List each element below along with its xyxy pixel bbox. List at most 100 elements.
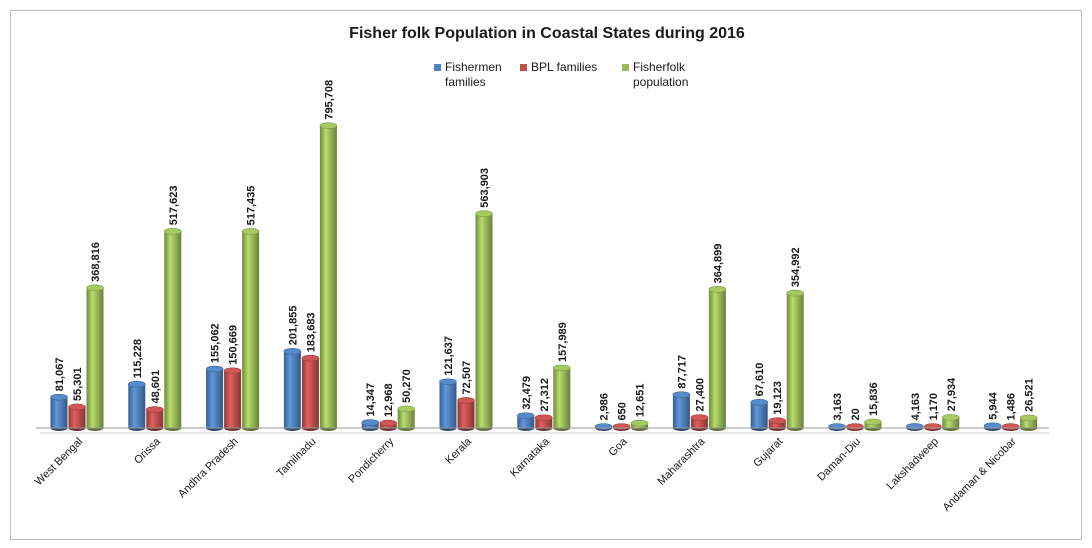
bar-gujarat-fisherfolk-population <box>786 289 805 431</box>
bar-orissa-bpl-families <box>146 406 164 431</box>
data-label-pondicherry-fisherfolk-population: 50,270 <box>401 369 413 403</box>
data-label-goa-fisherfolk-population: 12,651 <box>635 384 647 418</box>
x-tick-labels: West Bengal Orissa Andhra Pradesh Tamilnadu… <box>33 435 1019 514</box>
data-label-tamilnadu-fisherfolk-population: 795,708 <box>323 80 335 120</box>
data-label-andaman-and-nicobar-bpl-families: 1,486 <box>1006 393 1018 421</box>
data-label-daman-diu-bpl-families: 20 <box>850 408 862 420</box>
bar-daman-diu-fishermen-families <box>828 423 846 431</box>
bar-orissa-fisherfolk-population <box>164 228 182 431</box>
bar-andhra-pradesh-fishermen-families <box>205 365 224 431</box>
legend-swatch <box>520 64 527 71</box>
x-tick-lakshadweep: Lakshadweep <box>884 436 940 492</box>
data-label-goa-bpl-families: 650 <box>617 402 629 420</box>
x-tick-kerala: Kerala <box>443 435 475 467</box>
bar-lakshadweep-bpl-families <box>923 423 942 431</box>
bar-karnataka-fisherfolk-population <box>552 364 571 431</box>
bar-maharashtra-fisherfolk-population <box>708 286 727 431</box>
data-label-maharashtra-fisherfolk-population: 364,899 <box>712 244 724 284</box>
data-label-west-bengal-fishermen-families: 81,067 <box>54 358 66 392</box>
bar-andaman-and-nicobar-fisherfolk-population <box>1019 414 1038 431</box>
data-label-west-bengal-fisherfolk-population: 368,816 <box>90 242 102 282</box>
bar-gujarat-fishermen-families <box>750 399 769 431</box>
bar-kerala-fisherfolk-population <box>475 210 493 431</box>
legend-swatch <box>434 64 441 71</box>
bar-daman-diu-bpl-families <box>846 423 864 431</box>
bar-pondicherry-bpl-families <box>379 419 398 431</box>
data-label-kerala-bpl-families: 72,507 <box>461 361 473 395</box>
data-label-lakshadweep-fisherfolk-population: 27,934 <box>946 377 958 412</box>
data-label-orissa-bpl-families: 48,601 <box>150 370 162 404</box>
bar-tamilnadu-fishermen-families <box>283 347 302 431</box>
data-label-west-bengal-bpl-families: 55,301 <box>72 367 84 401</box>
data-label-gujarat-bpl-families: 19,123 <box>772 381 784 415</box>
bar-daman-diu-fisherfolk-population <box>864 418 882 431</box>
bar-maharashtra-fishermen-families <box>672 391 691 431</box>
data-label-pondicherry-bpl-families: 12,968 <box>383 383 395 417</box>
x-tick-daman-diu: Daman-Diu <box>815 436 863 484</box>
data-label-kerala-fisherfolk-population: 563,903 <box>479 168 491 208</box>
data-label-andhra-pradesh-fishermen-families: 155,062 <box>210 323 222 363</box>
legend-label: BPL families <box>531 60 597 74</box>
bar-kerala-fishermen-families <box>439 378 457 431</box>
data-labels-layer: 81,067 55,301 368,816 115,228 48,601 517,623 1… <box>54 80 1036 421</box>
x-tick-goa: Goa <box>607 435 631 459</box>
bar-pondicherry-fishermen-families <box>361 419 380 431</box>
bar-west-bengal-fisherfolk-population <box>86 284 104 431</box>
data-label-daman-diu-fishermen-families: 3,163 <box>832 393 844 421</box>
bar-lakshadweep-fisherfolk-population <box>941 414 960 431</box>
data-label-andhra-pradesh-fisherfolk-population: 517,435 <box>246 186 258 226</box>
legend-label: Fisherfolk <box>633 60 686 74</box>
bar-chart: Fisher folk Population in Coastal States… <box>33 25 1049 514</box>
data-label-gujarat-fishermen-families: 67,610 <box>754 363 766 397</box>
bar-andhra-pradesh-fisherfolk-population <box>241 228 260 431</box>
bar-west-bengal-bpl-families <box>68 403 86 431</box>
bar-west-bengal-fishermen-families <box>50 393 68 431</box>
data-label-kerala-fishermen-families: 121,637 <box>443 336 455 376</box>
bar-goa-fisherfolk-population <box>630 419 649 431</box>
legend-label: population <box>633 75 688 89</box>
legend-item-bpl-families: BPL families <box>520 60 597 74</box>
x-tick-maharashtra: Maharashtra <box>655 435 708 488</box>
x-tick-orissa: Orissa <box>132 435 164 467</box>
legend-label: Fishermen <box>445 60 502 74</box>
data-label-lakshadweep-bpl-families: 1,170 <box>928 393 940 421</box>
bar-karnataka-fishermen-families <box>516 412 535 431</box>
legend-label: families <box>445 75 486 89</box>
bar-pondicherry-fisherfolk-population <box>397 405 416 431</box>
data-label-tamilnadu-fishermen-families: 201,855 <box>287 306 299 346</box>
x-tick-gujarat: Gujarat <box>751 436 785 470</box>
bar-andaman-and-nicobar-bpl-families <box>1001 423 1020 431</box>
data-label-karnataka-fisherfolk-population: 157,989 <box>557 322 569 362</box>
data-label-lakshadweep-fishermen-families: 4,163 <box>910 393 922 421</box>
legend-swatch <box>622 64 629 71</box>
x-tick-andhra-pradesh: Andhra Pradesh <box>176 436 241 501</box>
bar-karnataka-bpl-families <box>534 414 553 431</box>
chart-frame: Fisher folk Population in Coastal States… <box>10 10 1082 540</box>
data-label-orissa-fishermen-families: 115,228 <box>132 339 144 378</box>
bar-maharashtra-bpl-families <box>690 414 709 431</box>
bar-tamilnadu-bpl-families <box>301 354 320 431</box>
x-tick-karnataka: Karnataka <box>508 435 553 480</box>
data-label-daman-diu-fisherfolk-population: 15,836 <box>868 382 880 416</box>
chart-title: Fisher folk Population in Coastal States… <box>349 25 745 42</box>
data-label-maharashtra-fishermen-families: 87,717 <box>676 355 688 389</box>
bar-andaman-and-nicobar-fishermen-families <box>983 422 1002 431</box>
data-label-karnataka-fishermen-families: 32,479 <box>521 376 533 410</box>
data-label-maharashtra-bpl-families: 27,400 <box>694 378 706 412</box>
bar-andhra-pradesh-bpl-families <box>223 367 242 431</box>
x-tick-tamilnadu: Tamilnadu <box>275 436 319 480</box>
data-label-andaman-and-nicobar-fishermen-families: 5,944 <box>988 391 1000 419</box>
x-tick-west-bengal: West Bengal <box>33 436 85 488</box>
data-label-goa-fishermen-families: 2,986 <box>599 393 611 421</box>
bars-layer <box>50 122 1038 431</box>
bar-gujarat-bpl-families <box>768 417 787 431</box>
x-tick-andaman-and-nicobar: Andaman & Nicobar <box>941 435 1019 513</box>
data-label-orissa-fisherfolk-population: 517,623 <box>168 186 180 226</box>
bar-kerala-bpl-families <box>457 397 475 431</box>
bar-lakshadweep-fishermen-families <box>905 423 924 431</box>
data-label-tamilnadu-bpl-families: 183,683 <box>305 312 317 352</box>
bar-goa-bpl-families <box>612 423 631 431</box>
bar-orissa-fishermen-families <box>128 380 146 431</box>
